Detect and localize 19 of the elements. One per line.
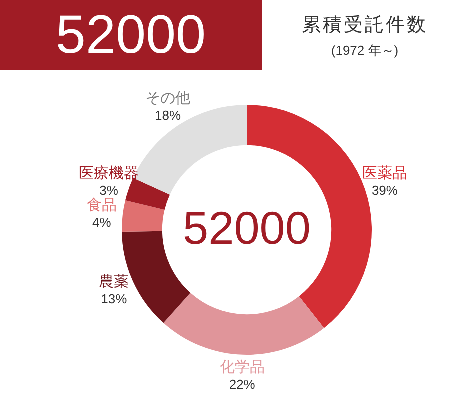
slice-label: 医療機器: [79, 165, 140, 182]
donut-slice: [122, 200, 165, 232]
donut-slice: [164, 293, 324, 355]
slice-label: その他: [146, 90, 191, 108]
data-label: 22%: [229, 376, 256, 392]
donut-slice: [126, 178, 170, 210]
data-label: 4%: [92, 214, 112, 230]
data-label: 39%: [372, 183, 398, 198]
data-label: 3%: [100, 183, 119, 198]
text: 52000: [183, 202, 311, 254]
chart-subtitle: 累積受託件数: [301, 14, 429, 38]
text: 52000: [0, 0, 262, 70]
data-label: 13%: [101, 292, 128, 307]
data-label: 18%: [155, 108, 182, 124]
slice-label: 医薬品: [362, 165, 408, 182]
slice-label: 農薬: [99, 274, 130, 291]
text: (1972 年～): [330, 42, 400, 60]
slice-label: 化学品: [220, 358, 265, 376]
slice-label: 食品: [86, 196, 117, 214]
